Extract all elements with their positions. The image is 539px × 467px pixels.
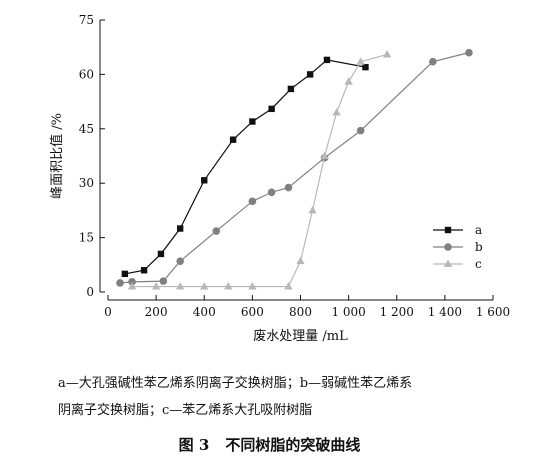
x-tick-label: 1 000 <box>331 305 365 319</box>
series-a-point <box>287 85 295 93</box>
series-b-point <box>284 183 293 192</box>
series-a-point <box>249 118 256 125</box>
series-a-point <box>323 56 331 64</box>
series-a-point <box>229 136 237 143</box>
series-c-point <box>224 282 233 290</box>
y-tick-label: 60 <box>79 67 94 81</box>
series-b <box>116 48 473 287</box>
series-b-point <box>267 188 276 197</box>
legend-label: a <box>475 223 482 237</box>
series-c-point <box>284 282 293 290</box>
series-a-line <box>124 59 366 275</box>
series-a-point <box>201 177 208 184</box>
series-b-point <box>116 279 124 287</box>
series-c-point <box>200 282 209 290</box>
series-c-point <box>308 206 317 214</box>
x-axis-title: 废水处理量 /mL <box>253 328 348 344</box>
legend-marker <box>444 226 452 234</box>
x-tick-label: 0 <box>104 305 112 319</box>
series-c-point <box>296 256 305 265</box>
series-c-point <box>382 50 392 58</box>
y-axis-title: 峰面积比值 /% <box>49 113 65 199</box>
series-a-point <box>157 250 165 258</box>
legend-label: b <box>475 240 483 254</box>
series-b-point <box>429 57 437 66</box>
series-c <box>127 50 392 290</box>
x-tick-label: 200 <box>145 305 168 319</box>
caption-line-2: 阴离子交换树脂；c—苯乙烯系大孔吸附树脂 <box>58 403 313 418</box>
series-a-point <box>362 63 369 71</box>
series-a-point <box>268 105 275 113</box>
series-b-point <box>176 257 184 265</box>
series-a-point <box>306 71 314 78</box>
series-c-point <box>151 282 161 290</box>
series-c-point <box>332 108 341 116</box>
x-tick-label: 1 200 <box>380 305 414 319</box>
legend-marker <box>444 243 452 251</box>
series-b-point <box>159 277 168 285</box>
x-tick-label: 1 400 <box>428 305 462 319</box>
x-tick-label: 1 600 <box>476 305 510 319</box>
legend-label: c <box>475 257 482 271</box>
y-tick-label: 15 <box>79 231 94 245</box>
series-b-line <box>119 52 470 284</box>
y-tick-label: 75 <box>79 13 94 27</box>
x-tick-label: 400 <box>193 305 216 319</box>
series-a-point <box>140 267 148 274</box>
series-c-line <box>132 53 388 288</box>
series-c-point <box>344 77 353 85</box>
caption-line-1: a—大孔强碱性苯乙烯系阴离子交换树脂；b—弱碱性苯乙烯系 <box>58 376 413 391</box>
figure-title: 不同树脂的突破曲线 <box>225 436 361 454</box>
series-c-point <box>248 282 257 290</box>
axes: 0 200 400 600 800 1 000 1 200 1 400 1 600 0 15 30 45… <box>49 13 510 344</box>
series-a-point <box>176 225 184 232</box>
legend-item-c: c <box>433 257 482 271</box>
series-b-point <box>212 227 221 235</box>
series-b-point <box>356 126 365 135</box>
breakthrough-chart: 0 200 400 600 800 1 000 1 200 1 400 1 600 0 15 30 45… <box>49 13 510 344</box>
y-tick-label: 0 <box>86 285 94 299</box>
legend-item-a: a <box>433 223 482 237</box>
series-c-point <box>320 151 329 159</box>
series-b-point <box>248 197 257 206</box>
series-b-point <box>465 48 473 57</box>
series-b-point <box>128 278 136 286</box>
legend-marker <box>443 259 453 267</box>
legend: abc <box>433 223 483 271</box>
x-tick-label: 600 <box>241 305 264 319</box>
y-tick-label: 45 <box>79 122 94 136</box>
series-a-point <box>121 270 129 278</box>
series-c-point <box>127 282 137 290</box>
legend-item-b: b <box>433 240 483 254</box>
series-c-point <box>175 282 185 290</box>
x-tick-label: 800 <box>289 305 312 319</box>
figure-caption: 图 3 不同树脂的突破曲线 <box>0 434 539 455</box>
series-a <box>121 56 369 278</box>
series-c-point <box>356 57 365 65</box>
series-layer <box>116 48 473 290</box>
y-tick-label: 30 <box>79 176 94 190</box>
figure-number: 图 3 <box>178 436 210 454</box>
